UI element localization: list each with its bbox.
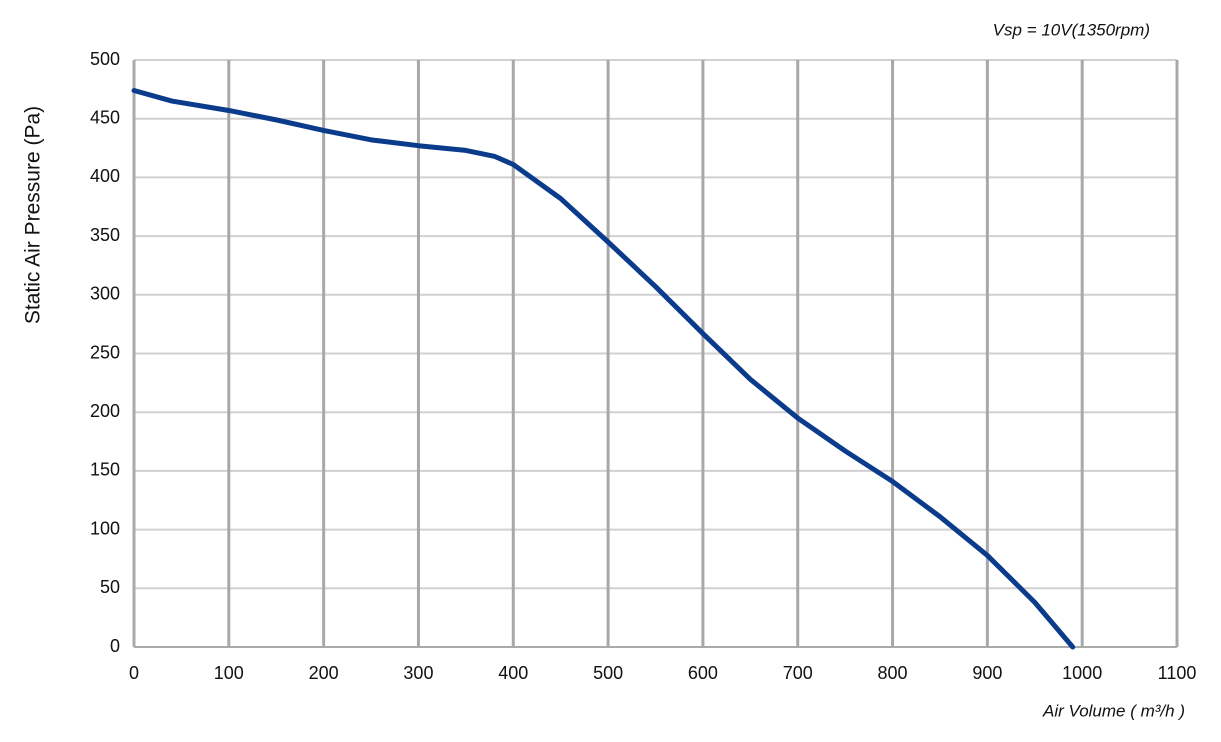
y-tick-label: 250 [90, 342, 120, 362]
x-tick-label: 1000 [1062, 663, 1102, 683]
x-tick-label: 300 [403, 663, 433, 683]
data-line [131, 88, 1076, 650]
y-tick-label: 350 [90, 225, 120, 245]
x-tick-label: 500 [593, 663, 623, 683]
y-tick-label: 500 [90, 49, 120, 69]
x-tick-label: 1100 [1158, 663, 1197, 683]
x-tick-label: 400 [498, 663, 528, 683]
y-tick-label: 0 [110, 636, 120, 656]
x-tick-label: 200 [309, 663, 339, 683]
y-tick-label: 450 [90, 107, 120, 127]
y-tick-label: 100 [90, 518, 120, 538]
x-tick-label: 600 [688, 663, 718, 683]
chart-title: Vsp = 10V(1350rpm) [993, 20, 1150, 39]
x-tick-label: 700 [783, 663, 813, 683]
y-tick-label: 200 [90, 401, 120, 421]
y-tick-label: 300 [90, 284, 120, 304]
y-tick-label: 150 [90, 460, 120, 480]
x-tick-label: 800 [878, 663, 908, 683]
x-tick-label: 0 [129, 663, 139, 683]
y-tick-label: 50 [100, 577, 120, 597]
x-tick-label: 900 [972, 663, 1002, 683]
y-axis-label: Static Air Pressure (Pa) [22, 106, 45, 324]
y-tick-label: 400 [90, 166, 120, 186]
x-axis-label: Air Volume ( m³/h ) [1042, 701, 1185, 720]
x-tick-label: 100 [214, 663, 244, 683]
